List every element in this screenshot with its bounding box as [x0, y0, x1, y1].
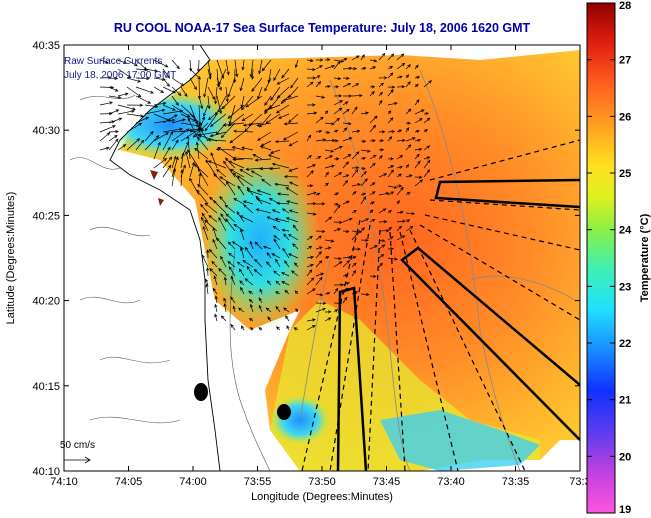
sst-cool-southeast — [380, 410, 540, 471]
colorbar-tick-label: 25 — [619, 168, 631, 180]
transect-boxes — [336, 178, 580, 471]
colorbar-tick-label: 19 — [619, 504, 631, 516]
colorbar-tick-label: 20 — [619, 451, 631, 463]
colorbar-ticks: 28 27 26 25 24 23 22 21 20 19 — [587, 0, 632, 516]
colorbar-tick-label: 28 — [619, 0, 631, 12]
colorbar-tick-label: 26 — [619, 111, 631, 123]
station-marker — [277, 404, 291, 420]
x-tick-label: 73:50 — [308, 476, 336, 488]
scale-arrow — [64, 456, 91, 464]
x-axis: 74:10 74:05 74:00 73:55 73:50 73:45 73:40 73:35… — [50, 45, 591, 488]
y-tick-label: 40:35 — [32, 40, 60, 52]
colorbar-tick-label: 27 — [619, 55, 631, 67]
transect-dashed-lines — [301, 139, 580, 471]
x-tick-label: 73:3 — [569, 476, 590, 488]
colorbar-tick-label: 23 — [619, 281, 631, 293]
y-axis-label: Latitude (Degrees:Minutes) — [5, 192, 17, 325]
colorbar-tick-label: 22 — [619, 338, 631, 350]
map-title: RU COOL NOAA-17 Sea Surface Temperature:… — [114, 21, 531, 35]
station-marker — [194, 383, 208, 401]
x-tick-label: 74:10 — [50, 476, 78, 488]
x-tick-label: 73:35 — [502, 476, 530, 488]
y-tick-label: 40:25 — [32, 210, 60, 222]
y-tick-label: 40:20 — [32, 296, 60, 308]
x-axis-label: Longitude (Degrees:Minutes) — [251, 491, 393, 503]
y-axis: 40:35 40:30 40:25 40:20 40:15 40:10 — [32, 40, 580, 478]
colorbar-tick-label: 21 — [619, 395, 631, 407]
x-tick-label: 74:05 — [115, 476, 143, 488]
scale-label: 50 cm/s — [60, 440, 95, 451]
sst-cool-coastal — [200, 150, 320, 330]
y-tick-label: 40:10 — [32, 466, 60, 478]
y-tick-label: 40:15 — [32, 381, 60, 393]
y-tick-label: 40:30 — [32, 125, 60, 137]
colorbar-tick-label: 24 — [619, 225, 632, 237]
colorbar — [586, 2, 616, 514]
x-tick-label: 74:00 — [179, 476, 207, 488]
overlay-line-1: Raw Surface Currents — [64, 56, 162, 67]
land-mass — [64, 45, 221, 471]
overlay-line-2: July 18, 2006 17:00 GMT — [64, 70, 176, 81]
current-vectors — [99, 52, 432, 331]
sst-warm-water — [120, 50, 580, 471]
x-tick-label: 73:55 — [244, 476, 272, 488]
x-tick-label: 73:45 — [373, 476, 401, 488]
colorbar-label: Temperature (°C) — [639, 213, 651, 302]
x-tick-label: 73:40 — [437, 476, 465, 488]
sst-field — [64, 45, 580, 471]
